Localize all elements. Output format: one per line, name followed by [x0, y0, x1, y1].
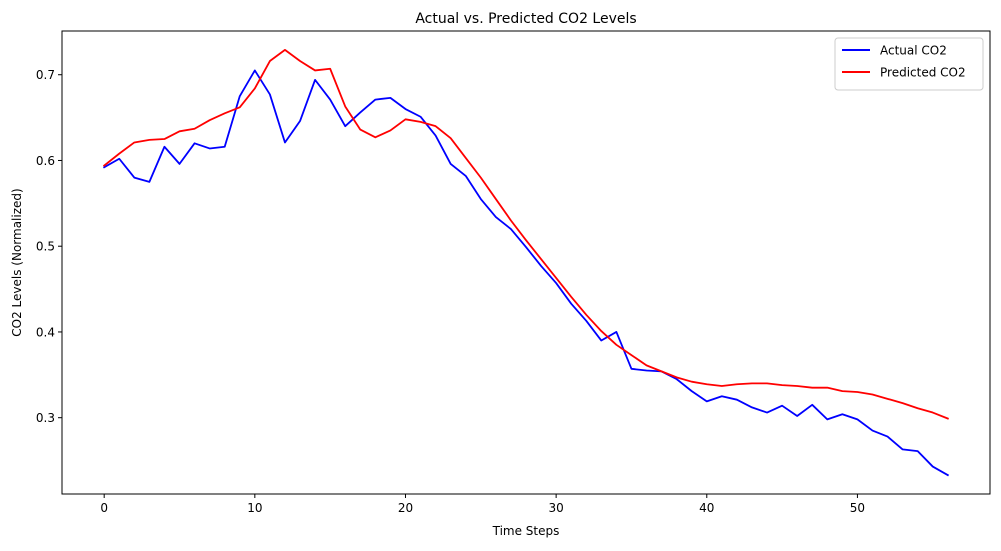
plot-frame	[61, 30, 991, 495]
legend-label-actual-co2: Actual CO2	[880, 44, 947, 58]
legend-box	[834, 37, 984, 91]
y-tick-label: 0.3	[36, 411, 55, 425]
legend: Actual CO2 Predicted CO2	[834, 37, 984, 91]
x-tick-label: 20	[398, 501, 413, 515]
y-tick-label: 0.4	[36, 325, 55, 339]
y-tick-label: 0.5	[36, 240, 55, 254]
x-tick-label: 0	[100, 501, 108, 515]
series-line-actual-co2	[102, 69, 950, 477]
chart-title: Actual vs. Predicted CO2 Levels	[415, 11, 636, 27]
legend-label-predicted-co2: Predicted CO2	[880, 66, 966, 80]
y-axis-label: CO2 Levels (Normalized)	[10, 188, 24, 336]
x-tick-label: 40	[699, 501, 714, 515]
y-tick-label: 0.7	[36, 68, 55, 82]
x-tick-label: 50	[850, 501, 865, 515]
x-tick-label: 10	[247, 501, 262, 515]
series-line-predicted-co2	[102, 48, 949, 420]
y-tick-label: 0.6	[36, 154, 55, 168]
x-tick-label: 30	[548, 501, 563, 515]
x-axis-label: Time Steps	[492, 524, 560, 538]
